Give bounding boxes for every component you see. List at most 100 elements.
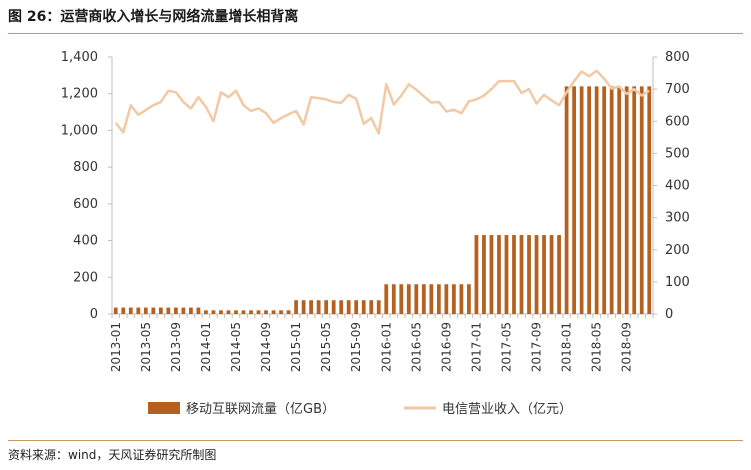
traffic-bar [158, 307, 163, 314]
traffic-bar [211, 310, 216, 314]
traffic-bar [519, 235, 524, 314]
x-tick-label: 2018-05 [590, 322, 604, 372]
x-tick-label: 2013-09 [169, 322, 183, 372]
traffic-bar [113, 307, 118, 314]
traffic-bar [542, 235, 546, 314]
left-tick-label: 1,400 [61, 50, 98, 65]
traffic-bar [497, 235, 501, 314]
traffic-bar [384, 284, 389, 314]
traffic-bar [331, 300, 336, 314]
traffic-bar [399, 284, 404, 314]
traffic-bar [414, 284, 419, 314]
x-axis-ticks: 2013-01 2013-05 2013-09 2014-01 2014-05 2014-… [109, 314, 654, 372]
left-axis-ticks: 0 200 400 600 800 1,000 1,200 1,400 [61, 50, 112, 322]
traffic-bar [143, 307, 148, 314]
traffic-bar [234, 310, 238, 314]
traffic-bar [294, 300, 298, 314]
traffic-bar [151, 307, 156, 314]
traffic-bar [444, 284, 449, 314]
figure-title: 图 26：运营商收入增长与网络流量增长相背离 [8, 9, 299, 25]
traffic-bar [527, 235, 531, 314]
traffic-bar [354, 300, 359, 314]
x-tick-label: 2017-05 [499, 322, 513, 372]
traffic-bar [534, 235, 539, 314]
traffic-bar [579, 86, 584, 314]
x-tick-label: 2016-05 [409, 322, 423, 372]
x-tick-label: 2015-05 [319, 322, 333, 372]
x-tick-label: 2018-01 [560, 322, 574, 372]
traffic-bar [594, 86, 599, 314]
x-tick-label: 2014-09 [259, 322, 273, 372]
traffic-bar [452, 284, 456, 314]
traffic-bar [617, 86, 622, 314]
traffic-bar [489, 235, 494, 314]
traffic-bar [557, 235, 561, 314]
traffic-bar [504, 235, 509, 314]
x-tick-label: 2016-09 [439, 322, 453, 372]
revenue-line [114, 69, 650, 135]
traffic-bar [512, 235, 516, 314]
traffic-bar [602, 86, 607, 314]
x-tick-label: 2013-05 [139, 322, 153, 372]
legend: 移动互联网流量（亿GB） 电信营业收入（亿元） [148, 402, 572, 417]
legend-bar-label: 移动互联网流量（亿GB） [186, 402, 335, 417]
traffic-bar [264, 310, 268, 314]
right-tick-label: 200 [665, 243, 690, 258]
traffic-bar [361, 300, 366, 314]
traffic-bar [309, 300, 313, 314]
right-tick-label: 700 [665, 82, 690, 97]
traffic-bar [189, 307, 193, 314]
left-tick-label: 800 [73, 160, 98, 175]
traffic-bar [459, 284, 464, 314]
traffic-bar [429, 284, 434, 314]
traffic-bar [173, 307, 178, 314]
legend-bar-swatch [148, 402, 180, 414]
traffic-bar [219, 310, 223, 314]
traffic-bar [482, 235, 486, 314]
traffic-bar [436, 284, 441, 314]
figure-source: 资料来源：wind，天风证券研究所制图 [8, 448, 217, 462]
left-tick-label: 1,200 [61, 87, 98, 102]
x-tick-label: 2018-09 [620, 322, 634, 372]
legend-line-label: 电信营业收入（亿元） [442, 402, 572, 417]
right-axis-ticks: 0 100 200 300 400 500 600 700 800 [653, 50, 690, 322]
traffic-bar [226, 310, 231, 314]
traffic-bar [406, 284, 411, 314]
traffic-bar [136, 307, 141, 314]
combo-chart: 0 200 400 600 800 1,000 1,200 1,400 0 100 200 300 4… [61, 50, 690, 417]
traffic-bar [624, 86, 629, 314]
x-tick-label: 2014-05 [229, 322, 243, 372]
traffic-bar [376, 300, 381, 314]
traffic-bar [632, 86, 637, 314]
right-tick-label: 600 [665, 114, 690, 129]
x-tick-label: 2014-01 [199, 322, 213, 372]
bar-series-traffic [113, 86, 652, 314]
traffic-bar [241, 310, 246, 314]
traffic-bar [421, 284, 426, 314]
traffic-bar [572, 86, 576, 314]
x-tick-label: 2013-01 [109, 322, 123, 372]
x-tick-label: 2016-01 [379, 322, 393, 372]
left-tick-label: 0 [90, 307, 98, 322]
traffic-bar [121, 307, 126, 314]
x-tick-label: 2017-01 [469, 322, 483, 372]
traffic-bar [204, 310, 208, 314]
traffic-bar [339, 300, 344, 314]
traffic-bar [609, 86, 614, 314]
traffic-bar [249, 310, 253, 314]
traffic-bar [369, 300, 374, 314]
traffic-bar [196, 307, 201, 314]
x-tick-label: 2017-09 [530, 322, 544, 372]
traffic-bar [166, 307, 171, 314]
right-tick-label: 400 [665, 179, 690, 194]
right-tick-label: 300 [665, 211, 690, 226]
top-rule [8, 33, 743, 34]
traffic-bar [256, 310, 261, 314]
traffic-bar [346, 300, 351, 314]
right-tick-label: 0 [665, 307, 673, 322]
traffic-bar [467, 284, 471, 314]
traffic-bar [564, 86, 569, 314]
traffic-bar [128, 307, 133, 314]
traffic-bar [549, 235, 554, 314]
traffic-bar [279, 310, 283, 314]
